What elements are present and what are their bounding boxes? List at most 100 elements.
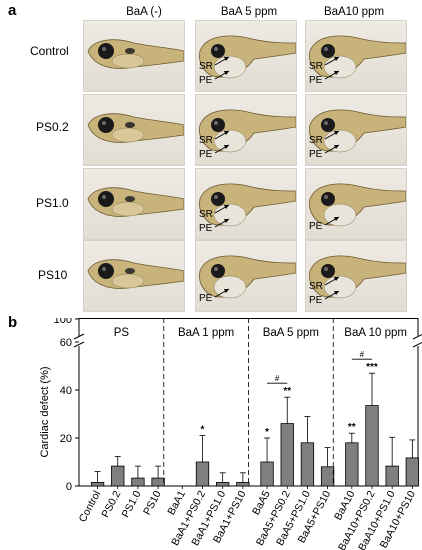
bar [111,465,125,487]
bar [151,477,165,487]
larva-photo: SR PE [195,94,297,166]
bar [260,461,274,487]
yolk-sac [323,55,357,79]
arrow-head [334,57,339,61]
swim-bladder [125,268,135,274]
bar [300,442,315,487]
larva-illustration: PE [199,255,296,304]
y-tick-label: 20 [60,433,72,445]
larva-photo: SR PE [195,168,297,240]
yolk-sac [213,203,247,227]
row-label-control: Control [30,44,69,58]
arrow-head [334,217,339,221]
arrow-head [224,71,229,75]
cardiac-defect-bar-chart: Cardiac defect (%)0204060100PSControlPS0… [39,318,422,550]
larva-eye [211,264,225,278]
row-label-ps02: PS0.2 [36,120,69,134]
eye-highlight [102,121,106,125]
bar [365,405,379,487]
yolk-sac [111,53,145,69]
larva-illustration [87,187,184,217]
annotation-label: SR [199,135,213,146]
larva-photo [83,240,185,312]
arrow-head [224,219,229,223]
eye-highlight [214,47,218,51]
column-header-baa-10: BaA10 ppm [323,6,385,18]
larva-eye [98,43,114,59]
yolk-sac [323,129,357,153]
bar [345,442,359,487]
group-label: BaA 10 ppm [344,327,407,339]
bar [280,423,294,487]
eye-highlight [214,267,218,271]
yolk-sac [111,201,145,217]
bar [405,457,420,487]
annotation-label: PE [309,221,323,232]
significance-mark: ** [348,422,356,433]
bar [320,466,335,487]
annotation-label: PE [309,75,323,86]
eye-highlight [324,47,328,51]
eye-highlight [214,195,218,199]
arrow-head [334,131,339,135]
arrow-head [334,145,339,149]
eye-highlight [102,267,106,271]
larva-photo: PE [305,168,407,240]
eye-highlight [324,195,328,199]
annotation-label: PE [199,293,213,304]
panel-a-letter: a [8,2,17,19]
larva-photo [83,20,185,92]
annotation-label: SR [199,61,213,72]
eye-highlight [102,47,106,51]
yolk-sac [111,127,145,143]
arrow-head [224,145,229,149]
larva-photo [83,168,185,240]
arrow-head [334,71,339,75]
annotation-label: SR [309,281,323,292]
yolk-sac [323,275,357,299]
larva-illustration: SR PE [309,35,406,86]
row-label-ps10: PS1.0 [36,196,69,210]
y-tick-label: 0 [66,481,72,493]
annotation-label: PE [199,149,213,160]
larva-eye [211,118,225,132]
group-label: BaA 1 ppm [178,327,234,339]
eye-highlight [324,267,328,271]
eye-highlight [102,195,106,199]
larva-eye [211,192,225,206]
axis-break-mark [412,341,422,348]
axis-break-mark [73,341,85,348]
x-tick-label: Control [77,489,103,525]
yolk-sac [213,129,247,153]
arrow-head [334,291,339,295]
comparison-mark: # [275,374,280,383]
bar [385,465,399,487]
larva-eye [98,263,114,279]
larva-illustration: SR PE [309,255,406,306]
swim-bladder [125,122,135,128]
arrow-head [224,131,229,135]
larva-eye [98,117,114,133]
larva-eye [321,192,335,206]
larva-illustration [87,39,184,69]
arrow-head [224,289,229,293]
y-axis-label: Cardiac defect (%) [39,366,51,457]
arrow-head [224,57,229,61]
larva-eye [321,44,335,58]
row-label-ps-10: PS10 [38,268,68,282]
arrow-head [224,205,229,209]
bar [236,481,250,487]
bar [195,461,210,487]
group-label: PS [114,327,130,339]
larva-illustration: SR PE [199,35,296,86]
significance-mark: *** [366,362,378,373]
significance-mark: * [265,427,269,438]
y-tick-label: 100 [54,318,72,326]
x-tick-label: PS1.0 [120,489,144,520]
significance-mark: * [201,425,205,436]
x-tick-label: PS10 [141,489,164,517]
swim-bladder [125,196,135,202]
yolk-sac [111,273,145,289]
annotation-label: PE [199,223,213,234]
larva-illustration [87,113,184,143]
